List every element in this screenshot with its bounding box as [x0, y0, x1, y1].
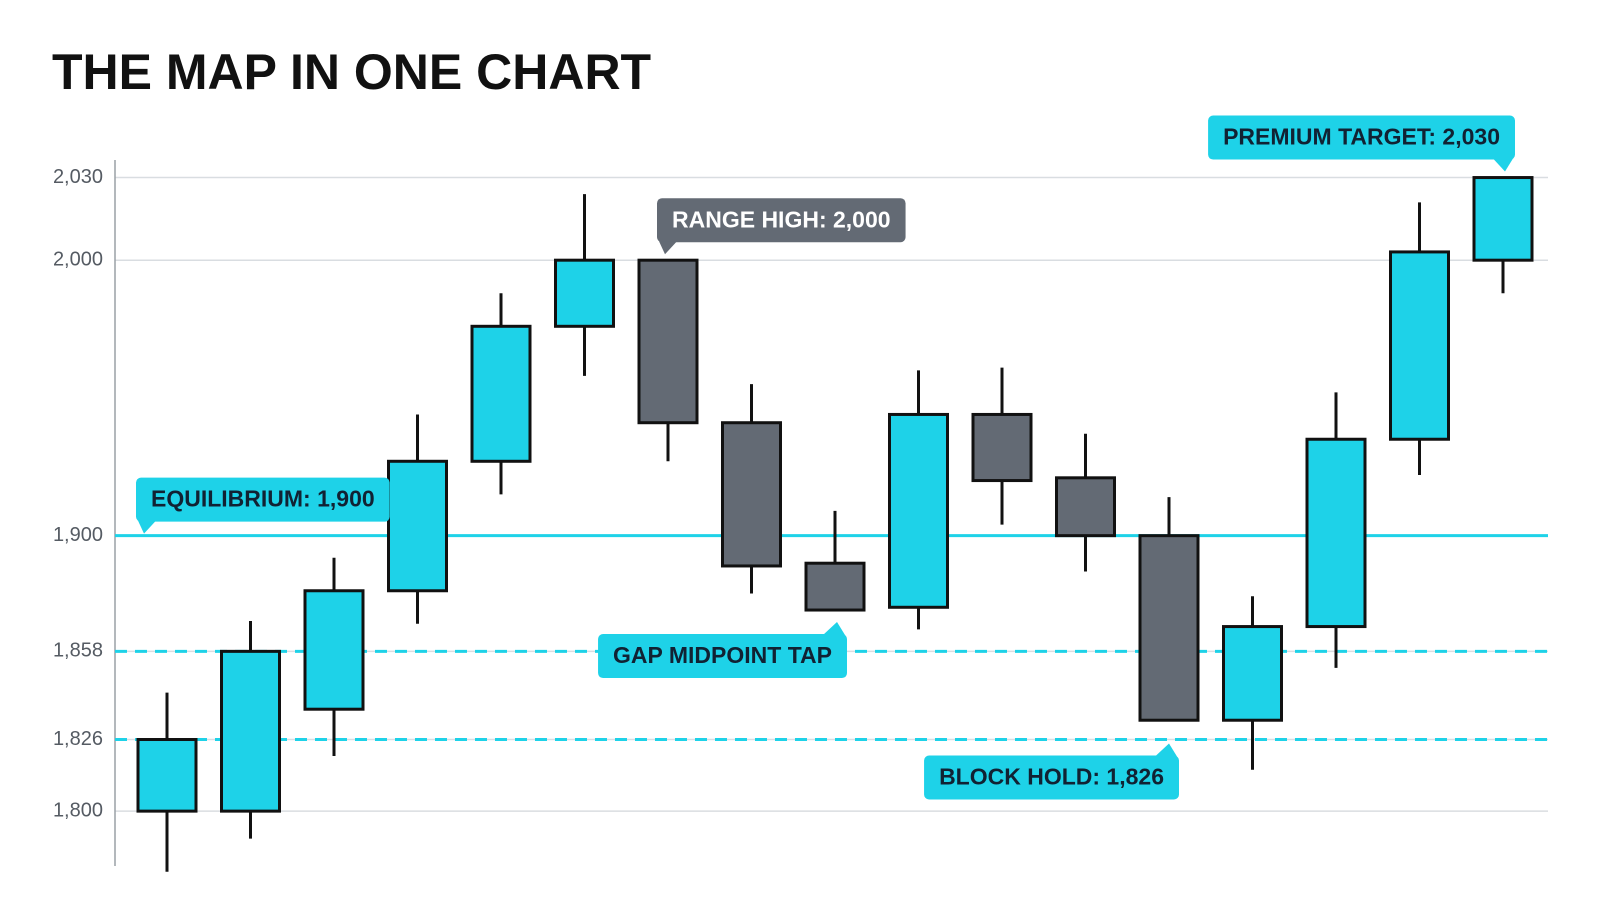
candle-body — [1222, 625, 1283, 722]
callout-pointer — [1493, 158, 1513, 172]
callout: PREMIUM TARGET: 2,030 — [1208, 115, 1515, 172]
y-tick-label: 1,800 — [53, 799, 103, 821]
callout-pointer — [659, 241, 677, 255]
candle-body — [136, 738, 198, 813]
chart-title: THE MAP IN ONE CHART — [52, 44, 651, 100]
y-tick-label: 2,000 — [53, 248, 103, 270]
callout-label: EQUILIBRIUM: 1,900 — [151, 486, 375, 512]
y-tick-label: 2,030 — [53, 166, 103, 188]
callout-label: BLOCK HOLD: 1,826 — [939, 764, 1164, 790]
y-tick-label: 1,858 — [53, 640, 103, 662]
y-tick-label: 1,826 — [53, 728, 103, 750]
candle-body — [1055, 476, 1116, 538]
candle-body — [1472, 176, 1534, 262]
candle-body — [804, 561, 866, 612]
candle-body — [888, 412, 949, 609]
callout-label: PREMIUM TARGET: 2,030 — [1223, 124, 1500, 150]
callout-box — [924, 755, 1179, 800]
y-tick-label: 1,900 — [53, 524, 103, 546]
callout: EQUILIBRIUM: 1,900 — [136, 477, 390, 534]
callout: BLOCK HOLD: 1,826 — [924, 743, 1179, 800]
callout-box — [1208, 115, 1515, 160]
callout-pointer — [138, 520, 156, 534]
callout: GAP MIDPOINT TAP — [598, 622, 847, 679]
candle-body — [1138, 534, 1200, 722]
candle-body — [721, 421, 782, 568]
candle-body — [1305, 437, 1367, 629]
candle-body — [971, 412, 1033, 483]
candle-body — [387, 459, 448, 593]
candle-body — [554, 258, 615, 328]
callout-pointer — [823, 622, 845, 636]
callout-box — [136, 477, 390, 522]
callout-box — [598, 634, 847, 679]
candle-body — [470, 324, 532, 463]
candle-body — [637, 258, 699, 425]
candle-body — [303, 589, 365, 711]
callout-label: GAP MIDPOINT TAP — [613, 642, 832, 668]
callout-pointer — [1155, 743, 1177, 757]
callout-label: RANGE HIGH: 2,000 — [672, 206, 891, 232]
callout-box — [657, 198, 906, 243]
callout: RANGE HIGH: 2,000 — [657, 198, 906, 255]
candle-body — [220, 649, 281, 813]
candle-body — [1389, 250, 1450, 441]
